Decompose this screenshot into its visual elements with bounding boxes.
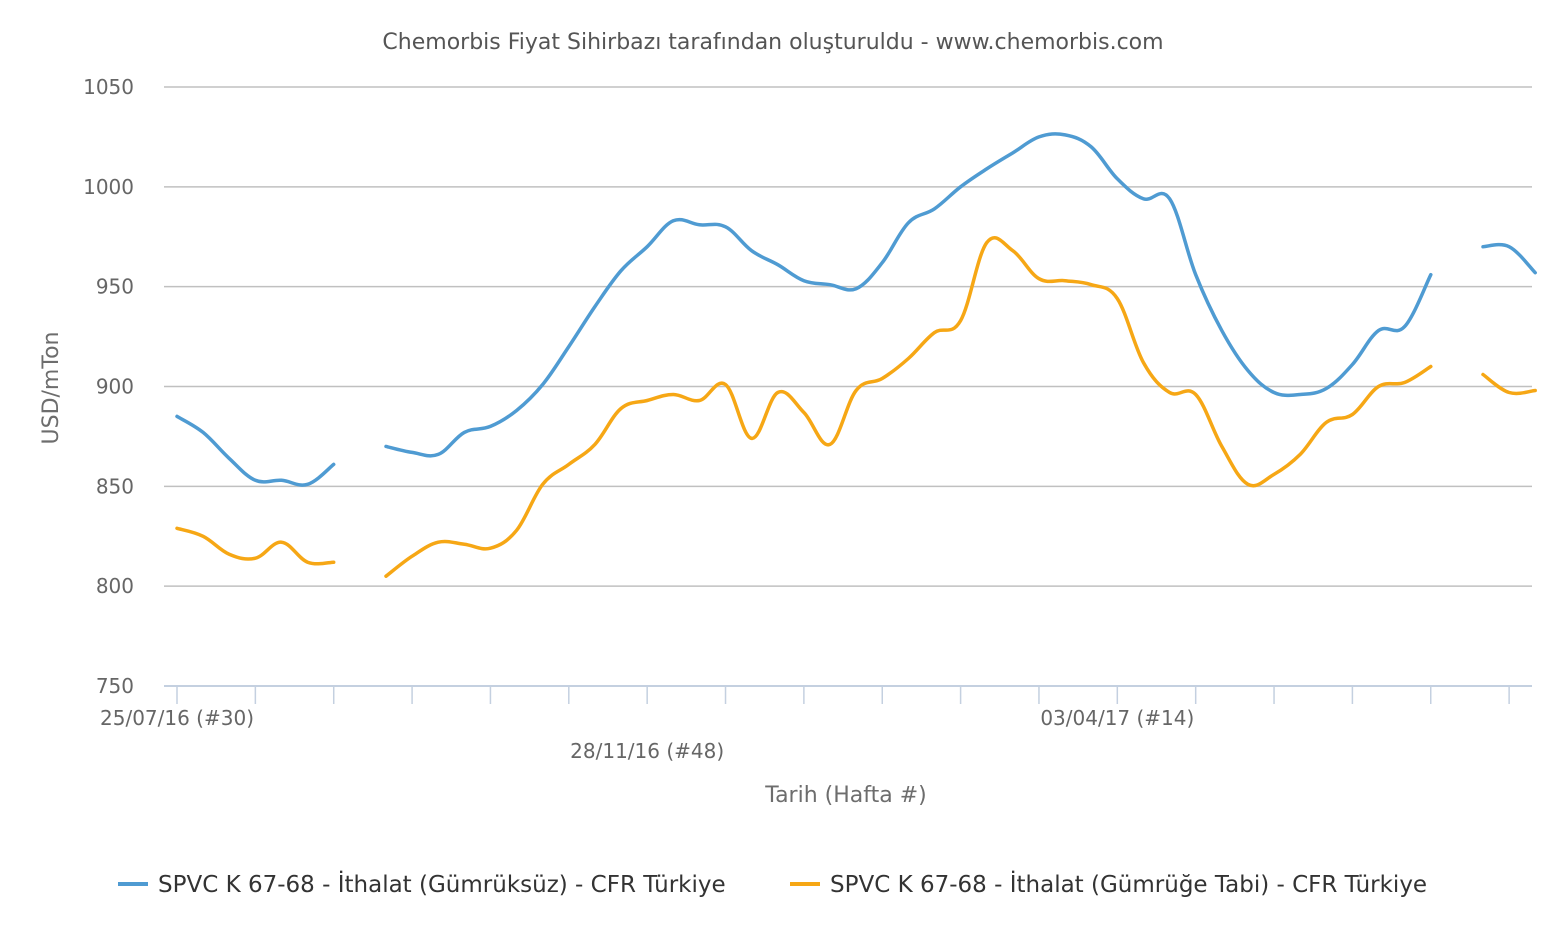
series-1-line-segment-1 bbox=[175, 414, 336, 487]
y-axis-ticks: 750 800 850 900 950 1000 1050 bbox=[83, 75, 134, 698]
legend: SPVC K 67-68 - İthalat (Gümrüksüz) - CFR… bbox=[118, 870, 1427, 898]
series-2-line-segment-3 bbox=[1481, 372, 1537, 396]
y-tick-label: 1050 bbox=[83, 75, 134, 99]
y-tick-label: 850 bbox=[96, 474, 134, 498]
legend-item-1: SPVC K 67-68 - İthalat (Gümrüksüz) - CFR… bbox=[118, 870, 726, 898]
series-lines bbox=[175, 132, 1537, 578]
x-tick-label: 03/04/17 (#14) bbox=[1040, 706, 1194, 730]
y-tick-label: 950 bbox=[96, 275, 134, 299]
legend-label: SPVC K 67-68 - İthalat (Gümrüksüz) - CFR… bbox=[158, 870, 726, 898]
legend-label: SPVC K 67-68 - İthalat (Gümrüğe Tabi) - … bbox=[830, 870, 1427, 898]
legend-item-2: SPVC K 67-68 - İthalat (Gümrüğe Tabi) - … bbox=[790, 870, 1427, 898]
x-axis-tick-labels: 25/07/16 (#30) 28/11/16 (#48) 03/04/17 (#1… bbox=[100, 706, 1194, 763]
series-1 bbox=[175, 132, 1537, 487]
x-tick-label: 28/11/16 (#48) bbox=[570, 739, 724, 763]
x-axis-tick-marks bbox=[176, 686, 1510, 704]
grid-lines bbox=[164, 86, 1532, 587]
y-axis-title: USD/mTon bbox=[39, 332, 64, 445]
y-tick-label: 1000 bbox=[83, 175, 134, 199]
x-tick-label: 25/07/16 (#30) bbox=[100, 706, 254, 730]
y-tick-label: 800 bbox=[96, 574, 134, 598]
chart-title: Chemorbis Fiyat Sihirbazı tarafından olu… bbox=[382, 30, 1163, 55]
x-axis-title: Tarih (Hafta #) bbox=[764, 783, 926, 808]
series-1-line-segment-3 bbox=[1481, 242, 1537, 275]
series-1-line-segment-2 bbox=[384, 132, 1433, 458]
y-tick-label: 750 bbox=[96, 674, 134, 698]
y-tick-label: 900 bbox=[96, 375, 134, 399]
series-2 bbox=[175, 236, 1537, 578]
series-2-line-segment-2 bbox=[384, 236, 1433, 578]
series-2-line-segment-1 bbox=[175, 526, 336, 566]
